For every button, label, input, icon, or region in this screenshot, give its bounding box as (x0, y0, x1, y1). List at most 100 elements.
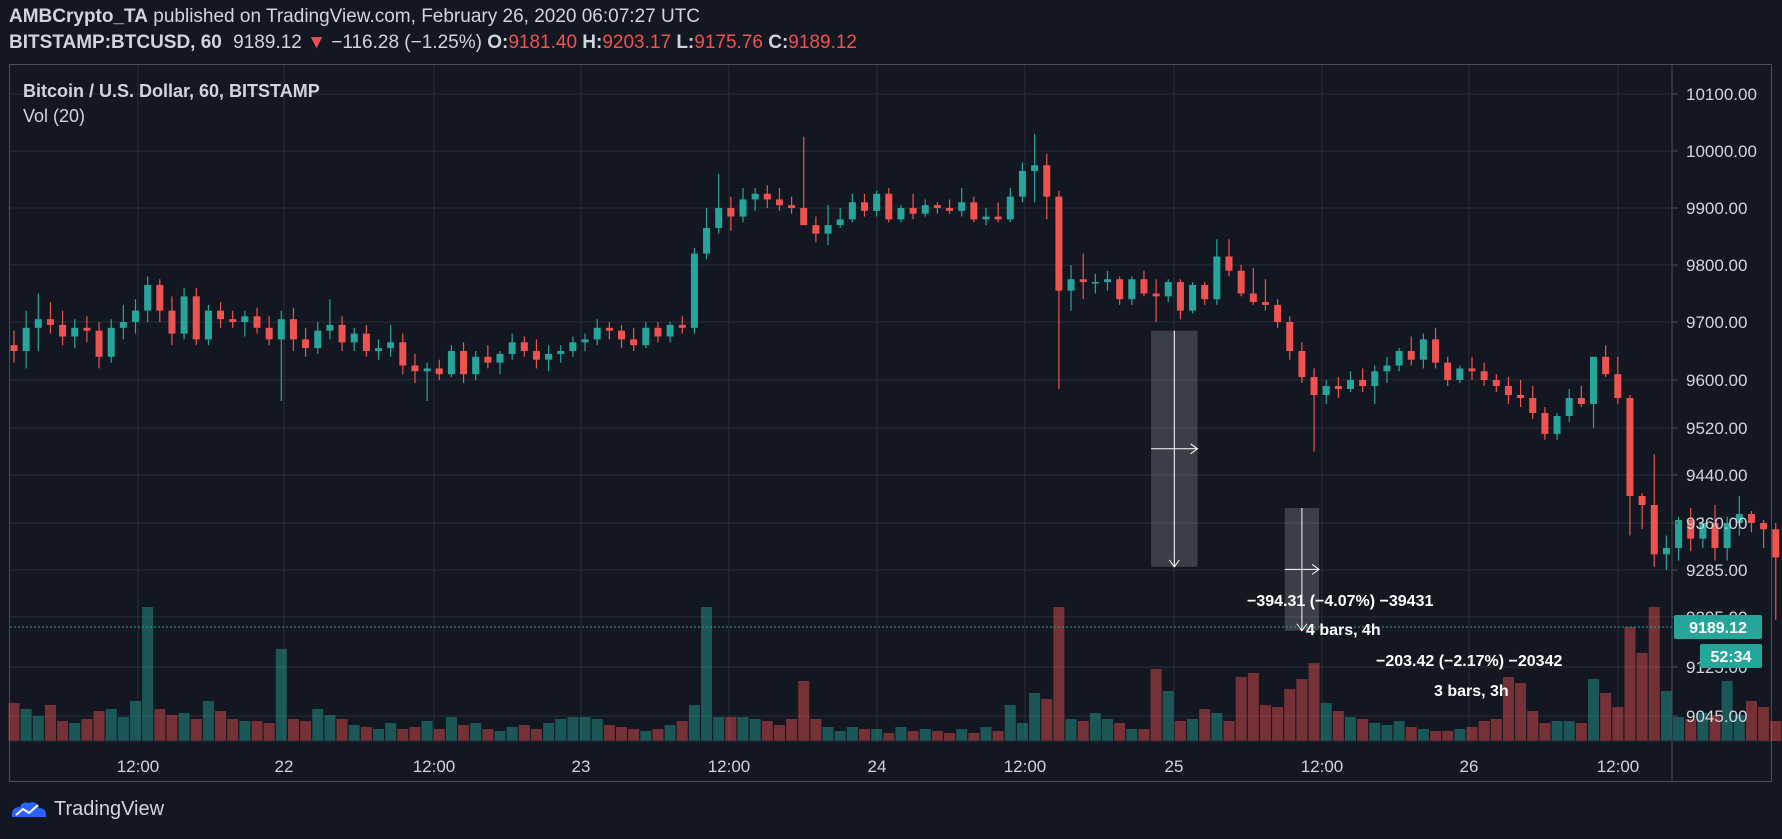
author-name[interactable]: AMBCrypto_TA (9, 6, 148, 27)
candle-body (897, 208, 905, 220)
volume-bar (1357, 719, 1369, 741)
brand-name: TradingView (54, 798, 165, 820)
volume-bar (1527, 711, 1539, 741)
candle-body (666, 324, 674, 337)
candle-body (1444, 362, 1452, 380)
candle-body (22, 327, 30, 351)
candle-body (107, 327, 115, 357)
candle-body (873, 193, 881, 211)
volume-bar (93, 711, 105, 741)
volume-bar (1077, 721, 1089, 741)
y-tick-label: 9285.00 (1686, 561, 1747, 580)
volume-bar (1466, 727, 1478, 741)
volume-bar (57, 721, 69, 741)
y-tick-label: 10100.00 (1686, 85, 1757, 104)
volume-bar (749, 719, 761, 741)
volume-bar (1600, 693, 1612, 741)
volume-bar (409, 727, 421, 741)
publish-info: AMBCrypto_TA published on TradingView.co… (9, 6, 700, 28)
candle-body (1395, 351, 1403, 366)
y-tick-label: 9900.00 (1686, 199, 1747, 218)
candle-body (387, 342, 395, 349)
volume-bar (1138, 729, 1150, 741)
arrow-down-icon (1296, 623, 1308, 632)
volume-bar (1004, 705, 1016, 741)
candle-body (192, 296, 200, 340)
arrow-right-icon (1311, 563, 1320, 575)
volume-bar (1709, 715, 1721, 741)
candle-body (1650, 505, 1658, 555)
volume-bar (458, 725, 470, 741)
candle-body (508, 342, 516, 354)
volume-bar (348, 725, 360, 741)
high-label: H: (582, 32, 603, 53)
volume-bar (1733, 715, 1745, 741)
volume-bar (1296, 679, 1308, 741)
volume-bar (300, 721, 312, 741)
volume-bar (883, 733, 895, 741)
volume-bar (543, 723, 555, 741)
price-change: −116.28 (−1.25%) (331, 32, 482, 53)
volume-bar (482, 729, 494, 741)
candle-body (1565, 398, 1573, 416)
candle-body (642, 327, 650, 346)
last-price: 9189.12 (233, 32, 302, 53)
volume-bar (1588, 679, 1599, 741)
volume-bar (1126, 729, 1138, 741)
volume-bar (1648, 607, 1660, 741)
candle-body (59, 324, 67, 337)
candle-body (654, 327, 662, 337)
volume-bar (640, 731, 652, 741)
x-tick-label: 23 (572, 757, 591, 776)
candle-body (362, 333, 370, 351)
candle-body (1189, 284, 1197, 311)
candle-body (690, 253, 698, 328)
volume-bar (44, 705, 56, 741)
volume-bar (1660, 691, 1672, 741)
volume-bar (907, 731, 919, 741)
candle-body (1067, 279, 1075, 291)
countdown-text: 52:34 (1711, 649, 1752, 666)
candle-body (1760, 523, 1768, 530)
volume-bar (1575, 723, 1587, 741)
candle-body (1456, 368, 1464, 380)
volume-bar (385, 723, 397, 741)
volume-bar (701, 607, 713, 741)
low-value: 9175.76 (694, 32, 763, 53)
volume-bar (32, 716, 44, 741)
footer-brand[interactable]: TradingView (10, 798, 164, 821)
y-tick-label: 9520.00 (1686, 419, 1747, 438)
candle-body (678, 324, 686, 328)
candle-body (1249, 293, 1257, 303)
candle-body (1711, 523, 1719, 549)
volume-bar (81, 719, 93, 741)
volume-bar (1308, 663, 1320, 741)
candle-body (119, 322, 127, 328)
x-tick-label: 26 (1460, 757, 1479, 776)
y-tick-label: 9800.00 (1686, 256, 1747, 275)
x-tick-label: 12:00 (117, 757, 160, 776)
volume-bar (931, 731, 943, 741)
volume-bar (956, 729, 968, 741)
volume-bar (980, 727, 992, 741)
candle-body (241, 316, 249, 322)
volume-bar (1029, 693, 1041, 741)
volume-bar (105, 709, 117, 741)
candle-body (472, 356, 480, 375)
volume-bar (1089, 713, 1101, 741)
volume-bar (773, 725, 785, 741)
candle-body (1334, 386, 1342, 389)
candle-body (848, 202, 856, 220)
volume-bar (968, 733, 980, 741)
candle-body (1104, 279, 1111, 283)
candle-body (1747, 514, 1755, 523)
volume-bar (1490, 719, 1502, 741)
candle-body (1043, 165, 1051, 197)
candle-body (1322, 386, 1330, 395)
measure-shades (1151, 330, 1320, 632)
volume-bar (275, 649, 287, 741)
candle-body (557, 351, 565, 354)
candle-body (1577, 398, 1585, 404)
volume-bar (202, 701, 214, 741)
